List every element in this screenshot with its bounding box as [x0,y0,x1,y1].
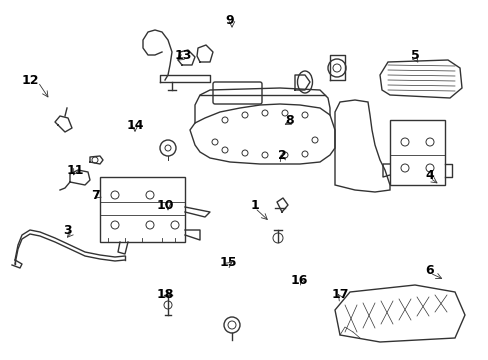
Text: 18: 18 [156,288,173,302]
Text: 8: 8 [285,113,294,126]
Text: 1: 1 [250,198,259,212]
Text: 3: 3 [63,224,72,237]
Text: 10: 10 [156,198,173,212]
Text: 5: 5 [410,49,419,62]
Text: 15: 15 [219,256,236,270]
Text: 17: 17 [330,288,348,302]
Text: 13: 13 [174,49,191,62]
Text: 7: 7 [90,189,99,202]
Text: 2: 2 [277,149,286,162]
Text: 12: 12 [21,73,39,86]
Bar [100,177,184,242]
Text: 16: 16 [290,274,307,287]
Text: 11: 11 [66,163,83,176]
Text: 4: 4 [425,168,433,181]
Text: 14: 14 [126,118,143,131]
Text: 6: 6 [425,264,433,276]
Bar [389,120,444,185]
Text: 9: 9 [225,14,234,27]
